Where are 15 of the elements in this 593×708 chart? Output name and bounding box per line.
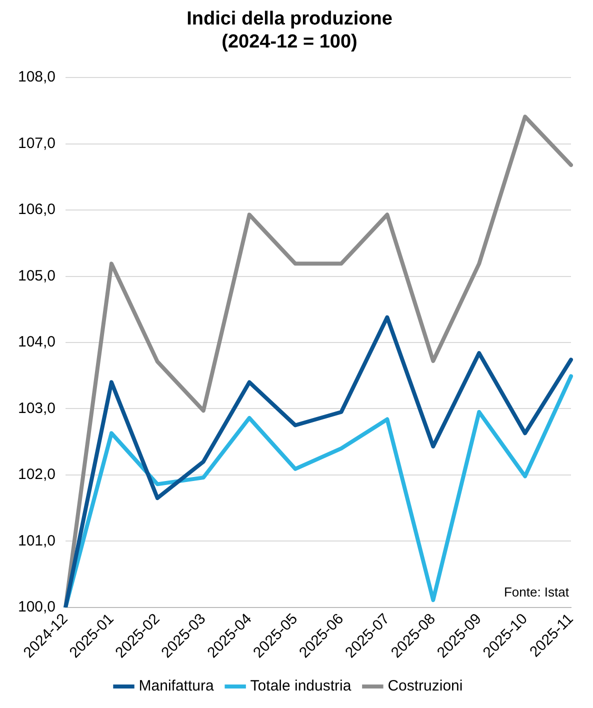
y-tick-label: 105,0: [18, 267, 56, 284]
legend-label: Totale industria: [250, 678, 352, 695]
y-tick-label: 106,0: [18, 201, 56, 218]
y-tick-label: 100,0: [18, 598, 56, 616]
legend-label: Costruzioni: [388, 678, 463, 695]
chart-subtitle: (2024-12 = 100): [222, 31, 358, 52]
y-tick-label: 101,0: [18, 532, 56, 550]
y-tick-label: 104,0: [18, 334, 56, 351]
legend-label: Manifattura: [138, 678, 214, 695]
annotation: Fonte: Istat: [504, 584, 570, 600]
y-tick-label: 108,0: [18, 68, 56, 86]
chart-title: Indici della produzione: [186, 8, 392, 30]
y-tick-label: 103,0: [18, 400, 56, 417]
y-tick-label: 107,0: [18, 134, 56, 152]
y-tick-label: 102,0: [18, 466, 56, 484]
